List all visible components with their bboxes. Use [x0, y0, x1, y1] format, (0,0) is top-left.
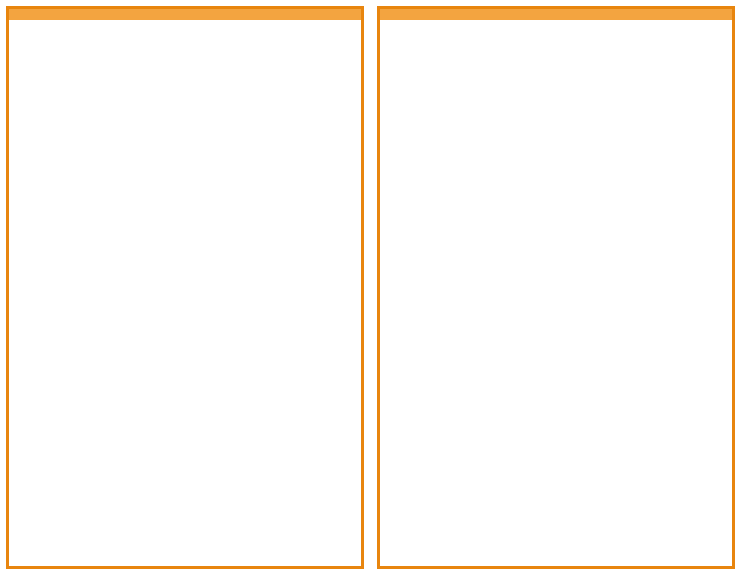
chart-dmf-wrap — [380, 20, 732, 396]
panel-dmf-title — [380, 9, 732, 20]
panel-water — [6, 6, 364, 569]
panel-dmf — [377, 6, 735, 569]
calibration-chart-dmf — [380, 20, 732, 396]
panel-water-title — [9, 9, 361, 20]
calibration-chart-water — [9, 20, 361, 396]
chart-water-wrap — [9, 20, 361, 396]
